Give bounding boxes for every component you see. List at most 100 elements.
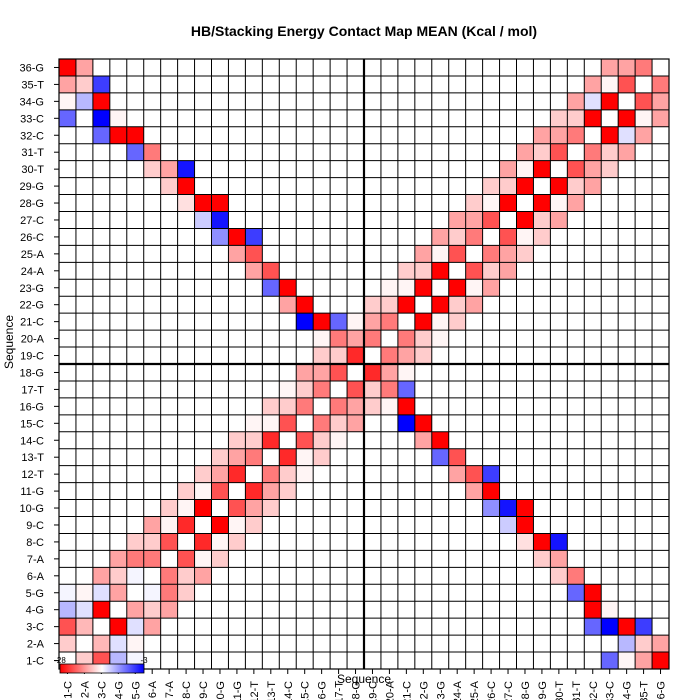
heatmap-cell [448, 313, 466, 331]
heatmap-cell [364, 296, 381, 314]
heatmap-cell [194, 194, 212, 212]
heatmap-cell [380, 296, 398, 314]
heatmap-cell [499, 499, 517, 517]
heatmap-cell [635, 109, 653, 127]
heatmap-cell [482, 262, 500, 280]
heatmap-cell [126, 567, 144, 585]
heatmap-cell [245, 414, 263, 432]
heatmap-cell [652, 109, 669, 127]
heatmap-cell [75, 59, 93, 76]
heatmap-cell [92, 109, 110, 127]
heatmap-cell [397, 330, 415, 348]
x-tick-label: 1-C [62, 681, 74, 699]
heatmap-cell [59, 92, 76, 110]
heatmap-cell [567, 109, 585, 127]
x-tick-label: 6-A [147, 680, 159, 698]
heatmap-cell [347, 347, 364, 364]
y-tick-label: 6-A [27, 571, 45, 583]
heatmap-cell [550, 126, 568, 144]
heatmap-cell [431, 313, 449, 331]
heatmap-cell [380, 313, 398, 331]
heatmap-cell [262, 499, 280, 517]
heatmap-cell [465, 211, 483, 229]
heatmap-cell [567, 160, 585, 178]
heatmap-cell [397, 296, 415, 314]
chart-title: HB/Stacking Energy Contact Map MEAN (Kca… [191, 23, 537, 39]
heatmap-cell [347, 330, 364, 348]
heatmap-cell [567, 584, 585, 602]
heatmap-cell [584, 75, 602, 93]
heatmap-cell [533, 194, 551, 212]
y-tick-label: 26-C [20, 232, 44, 244]
heatmap-cell [618, 618, 636, 636]
heatmap-cell [211, 228, 229, 246]
x-tick-label: 4-G [113, 681, 125, 699]
colorbar-min-label: -28 [54, 656, 66, 665]
heatmap-cell [584, 584, 602, 602]
heatmap-cell [279, 296, 297, 314]
heatmap-cell [262, 482, 280, 500]
heatmap-cell [126, 618, 144, 636]
heatmap-cell [262, 431, 280, 449]
heatmap-cell [143, 516, 161, 534]
heatmap-cell [601, 160, 619, 178]
heatmap-cell [414, 279, 432, 297]
heatmap-cell [550, 550, 568, 568]
y-tick-label: 36-G [20, 62, 44, 74]
heatmap-cell [550, 109, 568, 127]
heatmap-cell [313, 414, 331, 432]
heatmap-cell [567, 567, 585, 585]
heatmap-cell [160, 160, 178, 178]
heatmap-cell [601, 92, 619, 110]
heatmap-cell [59, 75, 76, 93]
heatmap-cell [516, 533, 534, 551]
color-scale-legend: -28 -3 [54, 656, 148, 674]
heatmap-cell [245, 516, 263, 534]
heatmap-cell [143, 143, 161, 161]
heatmap-cell [177, 194, 195, 212]
heatmap-cell [194, 567, 212, 585]
heatmap-cell [550, 211, 568, 229]
heatmap-cell [109, 550, 127, 568]
heatmap-cell [194, 499, 212, 517]
x-tick-label: 3-C [96, 681, 108, 699]
heatmap-cell [160, 177, 178, 195]
heatmap-cell [228, 228, 246, 246]
heatmap-cell [482, 245, 500, 263]
x-tick-label: 19-C [367, 681, 379, 700]
heatmap-cell [448, 448, 466, 466]
y-tick-label: 35-T [21, 79, 44, 91]
heatmap-cell [414, 347, 432, 364]
heatmap-cell [465, 482, 483, 500]
heatmap-cell [75, 618, 93, 636]
heatmap-cell [245, 262, 263, 280]
heatmap-cell [109, 126, 127, 144]
heatmap-cell [177, 584, 195, 602]
heatmap-cell [499, 262, 517, 280]
heatmap-cell [414, 330, 432, 348]
heatmap-cell [516, 499, 534, 517]
x-tick-label: 5-G [130, 681, 142, 699]
x-tick-label: 22-G [418, 681, 430, 700]
heatmap-cell [397, 414, 415, 432]
x-tick-label: 36-G [656, 681, 668, 700]
heatmap-cell [635, 652, 653, 669]
heatmap-cell [414, 262, 432, 280]
heatmap-cell [482, 194, 500, 212]
x-tick-label: 12-T [249, 681, 261, 700]
y-tick-label: 20-A [21, 334, 45, 346]
heatmap-cell [211, 482, 229, 500]
heatmap-cell [499, 160, 517, 178]
heatmap-cell [550, 567, 568, 585]
x-tick-label: 24-A [452, 680, 464, 700]
heatmap-cell [194, 550, 212, 568]
heatmap-cell [143, 601, 161, 619]
heatmap-cell [296, 431, 314, 449]
heatmap-cell [347, 380, 364, 398]
x-tick-label: 20-A [384, 680, 396, 700]
heatmap-cell [601, 75, 619, 93]
heatmap-cell [194, 211, 212, 229]
heatmap-cell [228, 516, 246, 534]
heatmap-cell [245, 448, 263, 466]
heatmap-cell [465, 228, 483, 246]
